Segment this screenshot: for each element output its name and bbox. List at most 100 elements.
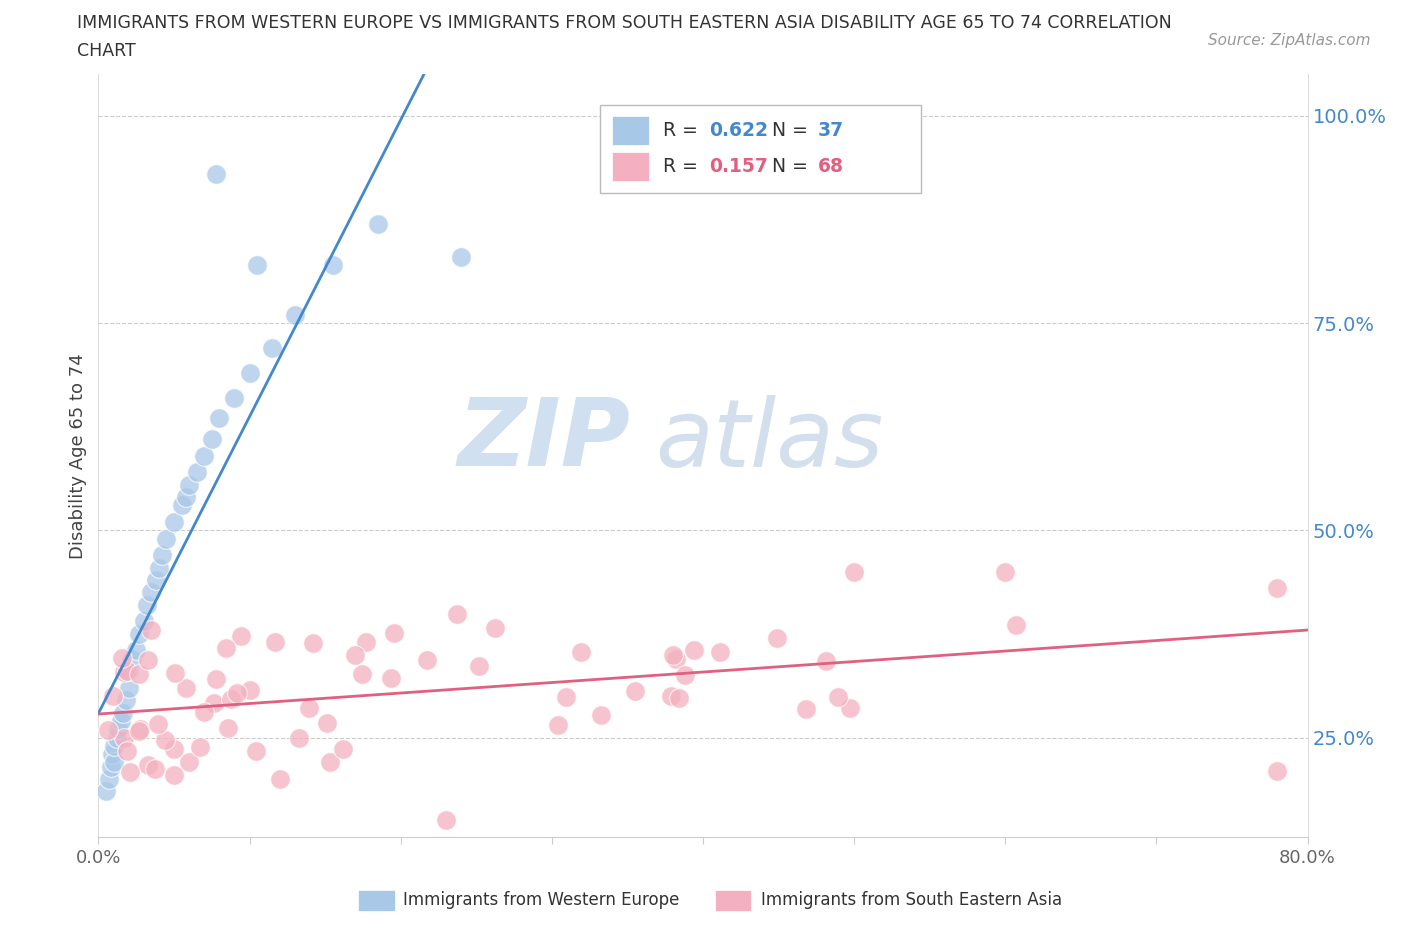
Text: Immigrants from Western Europe: Immigrants from Western Europe <box>404 891 679 910</box>
Point <box>186 465 208 480</box>
Y-axis label: Disability Age 65 to 74: Disability Age 65 to 74 <box>69 352 87 559</box>
Point <box>141 585 163 600</box>
Point <box>112 665 135 680</box>
Point <box>214 640 236 655</box>
Point <box>141 622 163 637</box>
Point <box>145 573 167 588</box>
Text: 0.622: 0.622 <box>709 121 768 140</box>
Point <box>155 732 177 747</box>
Point <box>624 684 647 698</box>
Point <box>163 741 186 756</box>
Point <box>354 634 377 649</box>
Point <box>125 643 148 658</box>
Point <box>682 643 704 658</box>
Point <box>112 731 135 746</box>
Text: 68: 68 <box>818 157 844 176</box>
FancyBboxPatch shape <box>613 153 648 181</box>
Point <box>188 740 211 755</box>
Text: Immigrants from South Eastern Asia: Immigrants from South Eastern Asia <box>761 891 1062 910</box>
Point <box>231 629 253 644</box>
Point <box>350 666 373 681</box>
Point <box>827 689 849 704</box>
Point <box>814 654 837 669</box>
Point <box>794 702 817 717</box>
Point <box>155 531 177 546</box>
Point <box>105 730 128 745</box>
Point <box>202 696 225 711</box>
Point <box>239 365 262 380</box>
Point <box>101 689 124 704</box>
Point <box>301 636 323 651</box>
Point <box>150 548 173 563</box>
Point <box>384 625 406 640</box>
Point <box>1267 581 1289 596</box>
Point <box>111 651 134 666</box>
Point <box>217 720 239 735</box>
Point <box>138 757 160 772</box>
Text: R =: R = <box>664 157 704 176</box>
Point <box>284 307 307 322</box>
Point <box>219 692 242 707</box>
Point <box>262 340 284 355</box>
Point <box>103 755 125 770</box>
Point <box>838 701 860 716</box>
Point <box>170 498 193 512</box>
Text: IMMIGRANTS FROM WESTERN EUROPE VS IMMIGRANTS FROM SOUTH EASTERN ASIA DISABILITY : IMMIGRANTS FROM WESTERN EUROPE VS IMMIGR… <box>77 14 1173 32</box>
Text: R =: R = <box>664 121 704 140</box>
FancyBboxPatch shape <box>716 890 751 911</box>
Point <box>100 759 122 774</box>
Point <box>332 741 354 756</box>
Point <box>115 744 138 759</box>
Text: ZIP: ZIP <box>457 394 630 486</box>
Point <box>589 708 612 723</box>
Point <box>766 631 789 645</box>
Text: N =: N = <box>772 157 814 176</box>
Point <box>844 565 866 579</box>
FancyBboxPatch shape <box>600 105 921 193</box>
Point <box>143 762 166 777</box>
Point <box>1267 764 1289 778</box>
Point <box>107 722 129 737</box>
Point <box>318 754 340 769</box>
Point <box>114 693 136 708</box>
Point <box>101 747 124 762</box>
Point <box>111 705 134 720</box>
Point <box>148 560 170 575</box>
FancyBboxPatch shape <box>359 890 395 911</box>
Point <box>269 772 291 787</box>
Point <box>555 690 578 705</box>
Point <box>179 477 201 492</box>
Point <box>226 685 249 700</box>
Point <box>245 744 267 759</box>
Point <box>128 724 150 738</box>
Point <box>163 514 186 529</box>
Point <box>665 652 688 667</box>
Point <box>174 681 197 696</box>
FancyBboxPatch shape <box>613 115 648 144</box>
Point <box>110 713 132 728</box>
Text: 37: 37 <box>818 121 844 140</box>
Point <box>103 738 125 753</box>
Point <box>344 647 367 662</box>
Point <box>298 700 321 715</box>
Point <box>97 723 120 737</box>
Point <box>288 731 311 746</box>
Point <box>121 651 143 666</box>
Point <box>571 644 593 659</box>
Point <box>163 768 186 783</box>
Point <box>367 216 389 231</box>
Point <box>468 658 491 673</box>
Point <box>115 664 138 679</box>
Point <box>128 667 150 682</box>
Text: CHART: CHART <box>77 42 136 60</box>
Point <box>193 448 215 463</box>
Point <box>1005 618 1028 632</box>
Point <box>177 755 200 770</box>
Point <box>94 784 117 799</box>
Point <box>205 166 228 181</box>
Point <box>380 671 402 685</box>
Point <box>263 634 285 649</box>
Point <box>994 565 1017 579</box>
Text: 0.157: 0.157 <box>709 157 768 176</box>
Point <box>547 718 569 733</box>
